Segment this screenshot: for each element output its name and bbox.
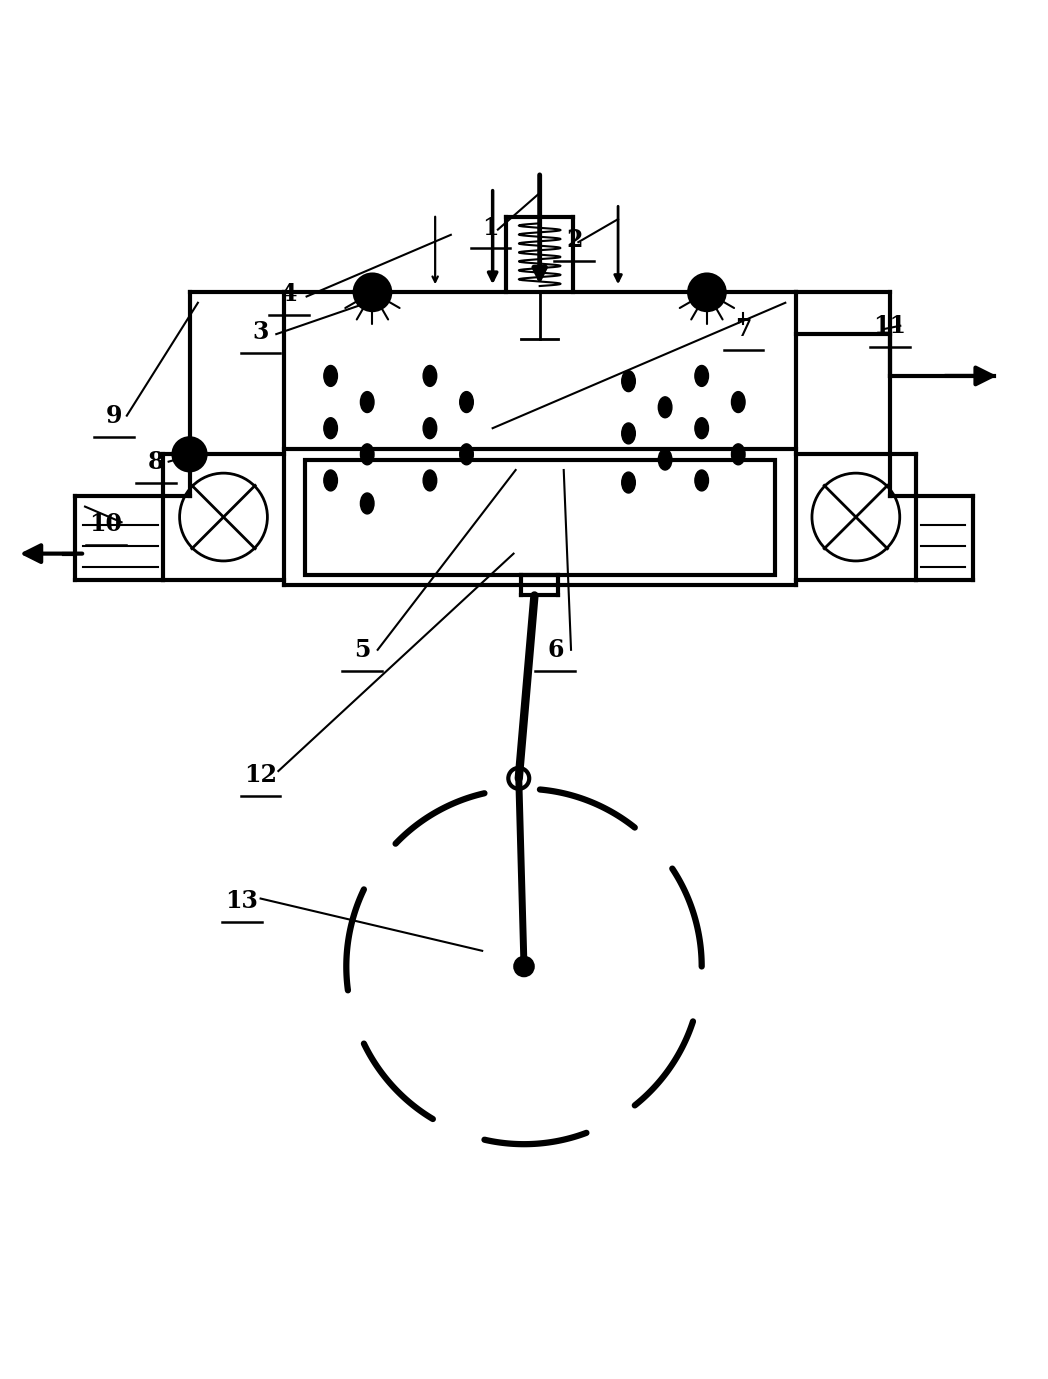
Circle shape <box>689 273 725 312</box>
Text: 9: 9 <box>106 404 123 427</box>
Ellipse shape <box>732 392 745 412</box>
Circle shape <box>508 768 529 789</box>
Ellipse shape <box>460 444 474 465</box>
Ellipse shape <box>658 397 672 418</box>
Ellipse shape <box>324 470 337 491</box>
Circle shape <box>173 437 206 472</box>
Ellipse shape <box>423 470 437 491</box>
Ellipse shape <box>732 444 745 465</box>
Text: 1: 1 <box>482 215 499 240</box>
Text: 7: 7 <box>736 317 751 341</box>
Text: 12: 12 <box>244 763 277 787</box>
Text: 4: 4 <box>281 283 297 306</box>
Text: 5: 5 <box>354 637 370 662</box>
Text: 10: 10 <box>89 513 123 536</box>
Ellipse shape <box>621 371 635 392</box>
Ellipse shape <box>361 444 374 465</box>
Ellipse shape <box>361 392 374 412</box>
Ellipse shape <box>324 418 337 439</box>
Circle shape <box>353 273 391 312</box>
Ellipse shape <box>695 365 708 386</box>
Bar <box>305 459 774 575</box>
Ellipse shape <box>423 418 437 439</box>
Ellipse shape <box>423 365 437 386</box>
Text: 11: 11 <box>873 314 907 338</box>
Ellipse shape <box>361 494 374 514</box>
Ellipse shape <box>658 450 672 470</box>
Ellipse shape <box>324 365 337 386</box>
Ellipse shape <box>695 418 708 439</box>
Ellipse shape <box>621 423 635 444</box>
Text: 6: 6 <box>547 637 564 662</box>
Ellipse shape <box>695 470 708 491</box>
Ellipse shape <box>621 472 635 494</box>
Text: 2: 2 <box>566 228 583 252</box>
Circle shape <box>515 957 533 976</box>
Text: 8: 8 <box>148 450 165 473</box>
Text: 13: 13 <box>225 888 258 913</box>
Ellipse shape <box>460 392 474 412</box>
Text: 3: 3 <box>253 320 268 343</box>
